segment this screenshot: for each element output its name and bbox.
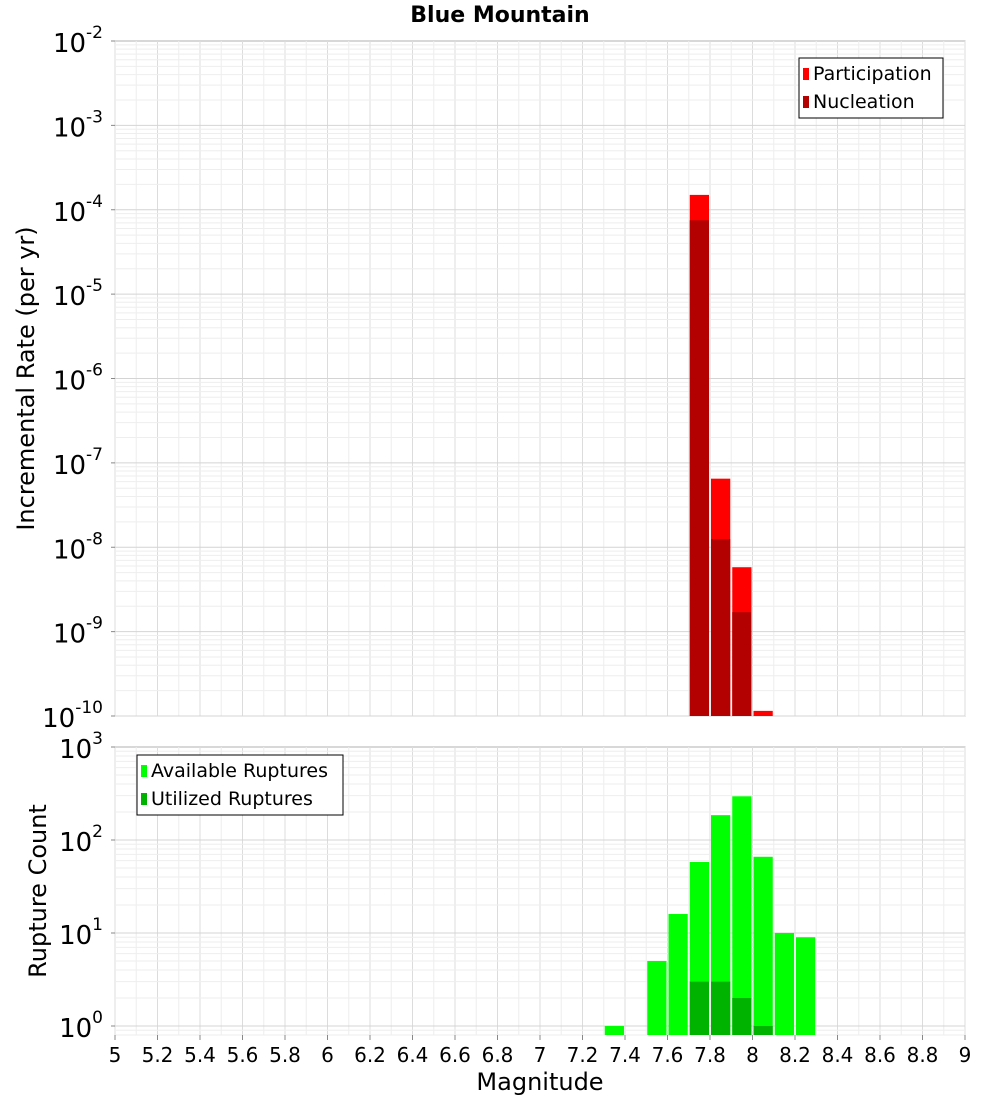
- rate-secondary-bar: [732, 612, 752, 716]
- rate-legend-swatch: [803, 96, 809, 108]
- count-primary-bar: [774, 932, 794, 1035]
- chart-title: Blue Mountain: [410, 3, 589, 28]
- rate-grid: [114, 41, 966, 717]
- count-y-tick-label: 103: [59, 729, 103, 765]
- count-primary-bar: [732, 796, 752, 1035]
- x-tick-label: 6: [321, 1043, 334, 1067]
- x-tick-label: 8.2: [779, 1043, 811, 1067]
- count-legend-swatch: [141, 765, 147, 777]
- rate-y-tick-label: 10-10: [42, 698, 103, 734]
- rate-y-tick-label: 10-3: [53, 107, 103, 143]
- count-primary-bar: [668, 914, 688, 1035]
- count-legend-swatch: [141, 793, 147, 805]
- rate-y-tick-label: 10-5: [53, 276, 103, 312]
- rate-y-tick-label: 10-6: [53, 361, 103, 397]
- x-tick-label: 5.2: [142, 1043, 174, 1067]
- rate-bars: [689, 194, 773, 717]
- x-tick-label: 5.8: [269, 1043, 301, 1067]
- count-primary-bar: [711, 815, 731, 1035]
- x-tick-label: 8.4: [822, 1043, 854, 1067]
- x-tick-label: 7.4: [609, 1043, 641, 1067]
- x-tick-label: 7.8: [694, 1043, 726, 1067]
- x-tick-label: 8: [746, 1043, 759, 1067]
- count-legend-box: [136, 754, 344, 816]
- rate-legend-label: Participation: [813, 63, 932, 85]
- x-tick-label: 5.4: [184, 1043, 216, 1067]
- count-primary-bar: [647, 960, 667, 1035]
- x-tick-label: 6.6: [439, 1043, 471, 1067]
- x-tick-label: 7: [534, 1043, 547, 1067]
- count-y-ticks: 100 101 102 103: [59, 729, 115, 1044]
- rate-primary-bar: [753, 710, 773, 716]
- count-legend-label: Available Ruptures: [151, 760, 328, 782]
- rate-legend-box: [798, 57, 944, 119]
- rate-legend: Participation Nucleation: [798, 57, 944, 119]
- x-tick-label: 6.4: [397, 1043, 429, 1067]
- count-legend-label: Utilized Ruptures: [151, 788, 313, 810]
- rate-panel: 10-10 10-9 10-8 10-7 10-6 10-5 10-4 10-3 10-2 In…: [12, 23, 966, 734]
- rate-y-tick-label: 10-8: [53, 529, 103, 565]
- count-secondary-bar: [753, 1025, 773, 1035]
- count-secondary-bar: [711, 981, 731, 1035]
- count-primary-bar: [753, 856, 773, 1035]
- x-tick-label: 7.2: [567, 1043, 599, 1067]
- count-y-tick-label: 102: [59, 822, 103, 858]
- x-tick-label: 5.6: [227, 1043, 259, 1067]
- count-legend: Available Ruptures Utilized Ruptures: [136, 754, 344, 816]
- x-tick-label: 9: [959, 1043, 972, 1067]
- rate-legend-label: Nucleation: [813, 91, 915, 113]
- x-tick-label: 8.8: [907, 1043, 939, 1067]
- rate-y-tick-label: 10-2: [53, 23, 103, 59]
- rate-y-tick-label: 10-4: [53, 192, 103, 228]
- count-y-tick-label: 100: [59, 1008, 103, 1044]
- x-axis-label: Magnitude: [476, 1068, 603, 1096]
- count-primary-bar: [796, 937, 816, 1035]
- count-panel: 100 101 102 103 5 5.2 5.4 5.6 5.8 6 6.2 6.4 6.6 6.8 7…: [24, 729, 971, 1096]
- count-secondary-bar: [689, 981, 709, 1035]
- rate-legend-swatch: [803, 68, 809, 80]
- rate-y-tick-label: 10-7: [53, 445, 103, 481]
- count-bars: [604, 796, 816, 1035]
- x-tick-label: 8.6: [864, 1043, 896, 1067]
- x-tick-label: 5: [109, 1043, 122, 1067]
- x-tick-label: 6.8: [482, 1043, 514, 1067]
- x-tick-label: 6.2: [354, 1043, 386, 1067]
- rate-y-tick-label: 10-9: [53, 614, 103, 650]
- rate-y-ticks: 10-10 10-9 10-8 10-7 10-6 10-5 10-4 10-3 10-2: [42, 23, 115, 734]
- x-ticks: 5 5.2 5.4 5.6 5.8 6 6.2 6.4 6.6 6.8 7 7.2 7.4 7.6 7.8 8…: [109, 1035, 972, 1067]
- rate-y-axis-label: Incremental Rate (per yr): [12, 226, 40, 530]
- count-primary-bar: [604, 1025, 624, 1035]
- count-y-tick-label: 101: [59, 915, 103, 951]
- count-secondary-bar: [732, 997, 752, 1035]
- rate-secondary-bar: [711, 539, 731, 716]
- rate-secondary-bar: [689, 220, 709, 717]
- x-tick-label: 7.6: [652, 1043, 684, 1067]
- count-y-axis-label: Rupture Count: [24, 804, 52, 978]
